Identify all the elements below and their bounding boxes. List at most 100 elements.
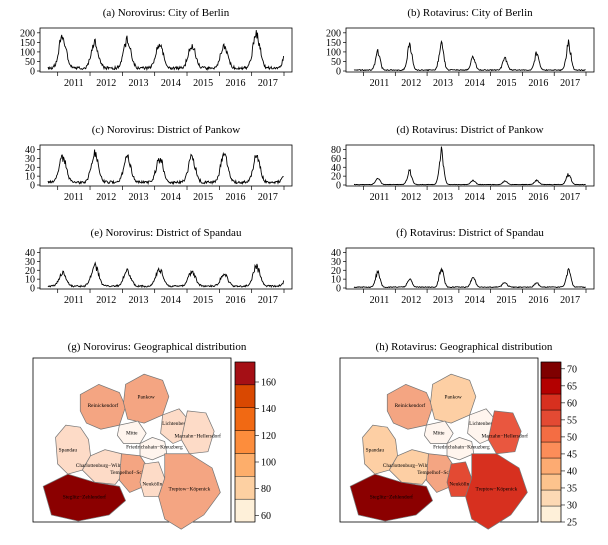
y-tick-label: 30 — [25, 257, 35, 268]
district-label: Steglitz−Zehlendorf — [63, 494, 106, 501]
legend-tick-label: 45 — [567, 449, 577, 460]
map-regions: Reinickendorf Pankow Spandau Mitte Lichtenbe… — [349, 373, 528, 530]
y-tick-label: 10 — [25, 275, 35, 286]
x-tick-label: 2016 — [226, 192, 246, 203]
y-tick-label: 40 — [25, 248, 35, 259]
series-line — [353, 267, 586, 289]
y-tick-label: 100 — [326, 47, 341, 58]
y-tick-label: 10 — [331, 275, 341, 286]
district-label: Neukölln — [449, 481, 469, 487]
x-tick-label: 2011 — [64, 295, 84, 306]
chart-panel-5: (f) Rotavirus: District of Spandau 010203… — [331, 227, 595, 306]
legend-tick-label: 35 — [567, 483, 577, 494]
y-tick-label: 30 — [25, 154, 35, 165]
legend-swatch — [234, 361, 256, 386]
x-tick-label: 2016 — [528, 78, 548, 89]
legend-tick-label: 100 — [261, 458, 276, 469]
legend-tick-label: 30 — [567, 500, 577, 511]
x-tick-label: 2012 — [401, 192, 421, 203]
x-tick-label: 2015 — [193, 192, 213, 203]
legend-tick-label: 70 — [567, 364, 577, 375]
x-tick-label: 2013 — [129, 295, 149, 306]
legend-swatch — [540, 505, 562, 523]
y-tick-label: 50 — [25, 57, 35, 68]
y-tick-label: 20 — [331, 266, 341, 277]
y-tick-label: 20 — [331, 172, 341, 183]
x-tick-label: 2017 — [560, 78, 580, 89]
y-tick-label: 200 — [20, 28, 35, 39]
x-tick-label: 2017 — [258, 295, 278, 306]
y-tick-label: 80 — [331, 145, 341, 156]
x-tick-label: 2011 — [64, 192, 84, 203]
x-tick-label: 2011 — [370, 295, 390, 306]
x-tick-label: 2011 — [370, 192, 390, 203]
y-tick-label: 10 — [25, 172, 35, 183]
y-tick-label: 100 — [20, 47, 35, 58]
district-region — [180, 410, 215, 455]
district-label: Lichtenberg — [162, 421, 188, 427]
district-label: Tempelhof−Schöneberg — [110, 469, 162, 476]
x-tick-label: 2015 — [497, 78, 517, 89]
x-tick-label: 2011 — [370, 78, 390, 89]
series-line — [47, 30, 285, 72]
plot-frame — [39, 144, 293, 187]
x-tick-label: 2015 — [193, 295, 213, 306]
district-region — [487, 410, 522, 455]
legend-swatch — [540, 473, 562, 491]
x-tick-label: 2012 — [96, 295, 116, 306]
legend-frame — [540, 361, 562, 523]
chart-panel-3: (d) Rotavirus: District of Pankow 0204060… — [331, 124, 595, 203]
legend-tick-label: 25 — [567, 518, 577, 529]
legend-tick-label: 60 — [261, 511, 271, 522]
y-tick-label: 40 — [331, 248, 341, 259]
legend-tick-label: 40 — [567, 466, 577, 477]
x-tick-label: 2014 — [161, 192, 181, 203]
y-tick-label: 20 — [25, 163, 35, 174]
district-label: Mitte — [433, 430, 445, 436]
map-regions: Reinickendorf Pankow Spandau Mitte Lichtenbe… — [42, 373, 221, 530]
legend-tick-label: 160 — [261, 378, 276, 389]
chart-title: (h) Rotavirus: Geographical distribution — [376, 341, 553, 353]
district-label: Charlottenburg−Wilmersdorf — [383, 462, 446, 469]
color-legend: 60 80 100 120 140 160 — [234, 361, 276, 523]
legend-swatch — [234, 384, 256, 408]
plot-frame — [345, 144, 595, 187]
chart-title: (c) Norovirus: District of Pankow — [92, 124, 241, 136]
x-tick-label: 2011 — [64, 78, 84, 89]
legend-swatch — [540, 393, 562, 411]
y-tick-label: 0 — [30, 284, 35, 295]
x-tick-label: 2012 — [401, 78, 421, 89]
x-tick-label: 2014 — [161, 78, 181, 89]
x-tick-label: 2017 — [560, 295, 580, 306]
legend-swatch — [234, 498, 256, 523]
color-legend: 25 30 35 40 45 50 55 60 65 70 — [540, 361, 577, 529]
legend-tick-label: 65 — [567, 381, 577, 392]
x-tick-label: 2012 — [96, 78, 116, 89]
x-tick-label: 2014 — [465, 78, 485, 89]
y-tick-label: 200 — [326, 28, 341, 39]
plot-frame — [345, 247, 595, 290]
district-region — [42, 473, 127, 522]
x-tick-label: 2014 — [465, 192, 485, 203]
district-label: Friedrichshain−Kreuzberg — [126, 445, 183, 451]
legend-swatch — [540, 425, 562, 443]
x-tick-label: 2015 — [497, 295, 517, 306]
district-label: Treptow−Köpenick — [476, 486, 518, 492]
x-tick-label: 2012 — [401, 295, 421, 306]
x-tick-label: 2016 — [226, 78, 246, 89]
y-tick-label: 20 — [25, 266, 35, 277]
legend-swatch — [234, 476, 256, 500]
x-tick-label: 2014 — [161, 295, 181, 306]
x-tick-label: 2016 — [528, 192, 548, 203]
legend-swatch — [540, 409, 562, 427]
x-tick-label: 2013 — [129, 192, 149, 203]
x-tick-label: 2017 — [258, 78, 278, 89]
legend-tick-label: 55 — [567, 415, 577, 426]
district-label: Marzahn−Hellersdorf — [174, 432, 221, 439]
x-tick-label: 2013 — [129, 78, 149, 89]
district-label: Friedrichshain−Kreuzberg — [433, 445, 490, 451]
district-label: Treptow−Köpenick — [169, 486, 211, 492]
map-panel-6: (g) Norovirus: Geographical distribution… — [32, 341, 276, 530]
district-label: Marzahn−Hellersdorf — [481, 432, 528, 439]
